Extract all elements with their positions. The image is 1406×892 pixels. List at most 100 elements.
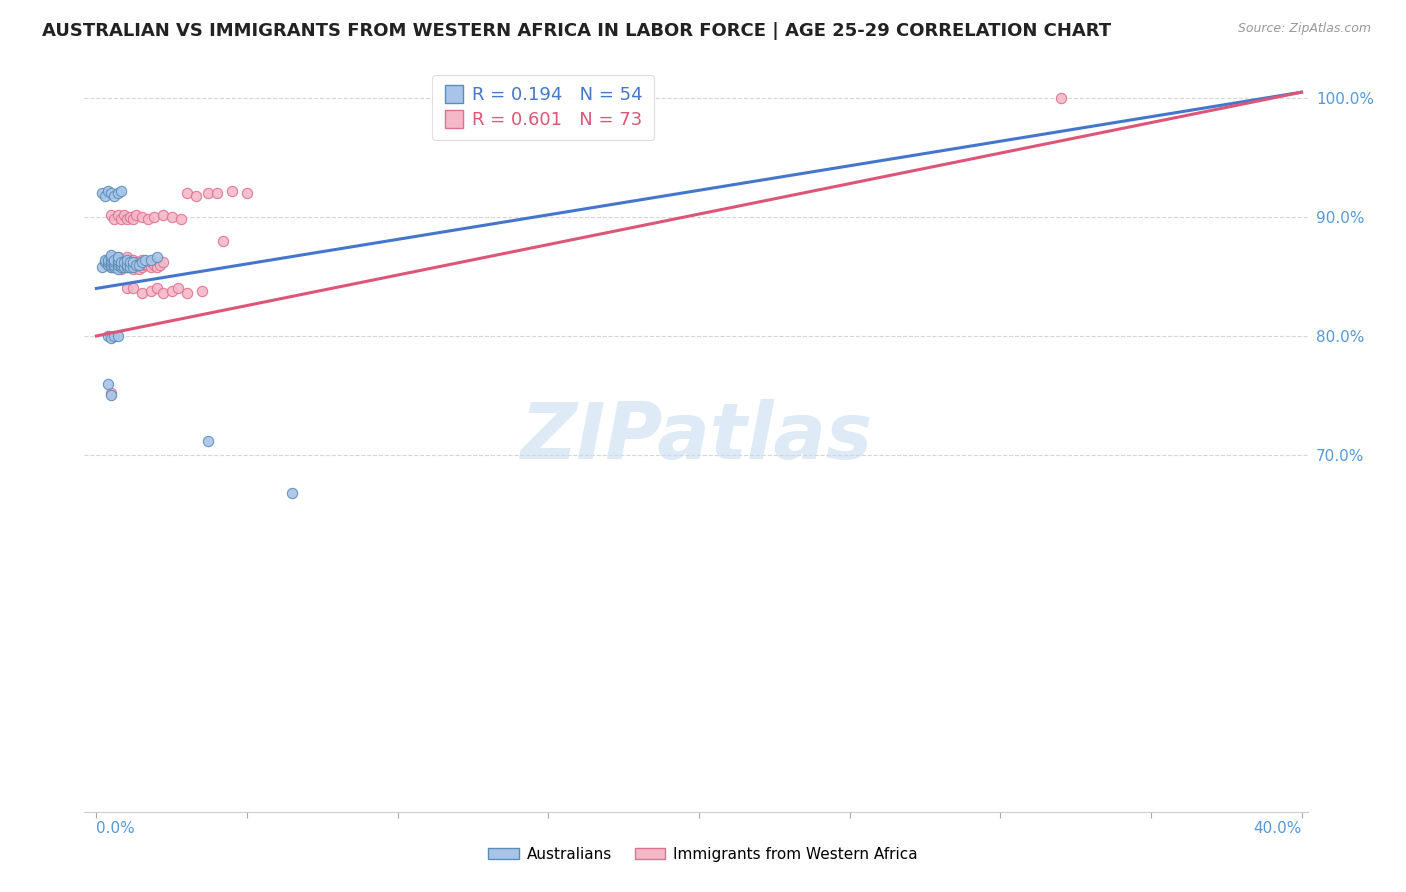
- Point: [103, 212, 125, 227]
- Point: [110, 260, 132, 274]
- Point: [110, 258, 132, 272]
- Point: [160, 284, 183, 298]
- Point: [176, 286, 198, 301]
- Point: [100, 252, 122, 267]
- Point: [152, 255, 174, 269]
- Point: [134, 258, 156, 272]
- Point: [128, 255, 150, 269]
- Point: [103, 258, 125, 272]
- Point: [115, 212, 138, 227]
- Point: [110, 252, 132, 267]
- Point: [103, 329, 125, 343]
- Point: [136, 212, 159, 227]
- Point: [97, 376, 120, 391]
- Point: [212, 234, 235, 248]
- Point: [91, 186, 114, 201]
- Point: [107, 258, 129, 272]
- Point: [112, 260, 135, 274]
- Point: [112, 255, 135, 269]
- Point: [94, 255, 117, 269]
- Point: [103, 255, 125, 269]
- Point: [103, 188, 125, 202]
- Point: [97, 255, 120, 269]
- Point: [115, 252, 138, 267]
- Point: [107, 208, 129, 222]
- Point: [124, 208, 146, 222]
- Point: [110, 255, 132, 269]
- Point: [100, 388, 122, 402]
- Point: [121, 252, 143, 267]
- Point: [107, 329, 129, 343]
- Point: [100, 255, 122, 269]
- Point: [107, 260, 129, 274]
- Point: [100, 386, 122, 401]
- Point: [107, 255, 129, 269]
- Text: Source: ZipAtlas.com: Source: ZipAtlas.com: [1237, 22, 1371, 36]
- Point: [160, 210, 183, 224]
- Point: [103, 252, 125, 267]
- Point: [100, 251, 122, 265]
- Point: [118, 260, 141, 274]
- Point: [152, 286, 174, 301]
- Point: [121, 258, 143, 272]
- Point: [1049, 91, 1071, 105]
- Point: [139, 252, 162, 267]
- Point: [107, 252, 129, 267]
- Point: [118, 255, 141, 269]
- Point: [110, 212, 132, 227]
- Point: [136, 258, 159, 272]
- Point: [112, 255, 135, 269]
- Point: [142, 210, 165, 224]
- Point: [149, 258, 172, 272]
- Point: [118, 210, 141, 224]
- Point: [103, 251, 125, 265]
- Point: [205, 186, 228, 201]
- Point: [100, 260, 122, 274]
- Point: [124, 260, 146, 274]
- Point: [100, 248, 122, 262]
- Point: [121, 262, 143, 277]
- Point: [197, 186, 219, 201]
- Point: [170, 212, 193, 227]
- Point: [97, 252, 120, 267]
- Point: [124, 255, 146, 269]
- Point: [100, 255, 122, 269]
- Point: [121, 260, 143, 274]
- Point: [97, 258, 120, 272]
- Point: [107, 251, 129, 265]
- Point: [94, 252, 117, 267]
- Point: [118, 260, 141, 274]
- Point: [107, 255, 129, 269]
- Point: [118, 255, 141, 269]
- Point: [110, 262, 132, 277]
- Point: [115, 260, 138, 274]
- Point: [100, 186, 122, 201]
- Point: [115, 251, 138, 265]
- Point: [97, 252, 120, 267]
- Text: ZIPatlas: ZIPatlas: [520, 399, 872, 475]
- Point: [128, 258, 150, 272]
- Point: [115, 260, 138, 274]
- Point: [121, 255, 143, 269]
- Point: [94, 188, 117, 202]
- Point: [184, 188, 207, 202]
- Point: [236, 186, 259, 201]
- Point: [112, 208, 135, 222]
- Point: [100, 208, 122, 222]
- Point: [221, 184, 243, 198]
- Point: [121, 281, 143, 295]
- Point: [142, 258, 165, 272]
- Point: [131, 260, 153, 274]
- Legend: Australians, Immigrants from Western Africa: Australians, Immigrants from Western Afr…: [482, 841, 924, 868]
- Point: [100, 331, 122, 345]
- Point: [131, 252, 153, 267]
- Point: [134, 252, 156, 267]
- Point: [115, 258, 138, 272]
- Point: [107, 262, 129, 277]
- Point: [100, 252, 122, 267]
- Point: [131, 286, 153, 301]
- Point: [145, 281, 167, 295]
- Point: [166, 281, 188, 295]
- Point: [139, 255, 162, 269]
- Point: [97, 258, 120, 272]
